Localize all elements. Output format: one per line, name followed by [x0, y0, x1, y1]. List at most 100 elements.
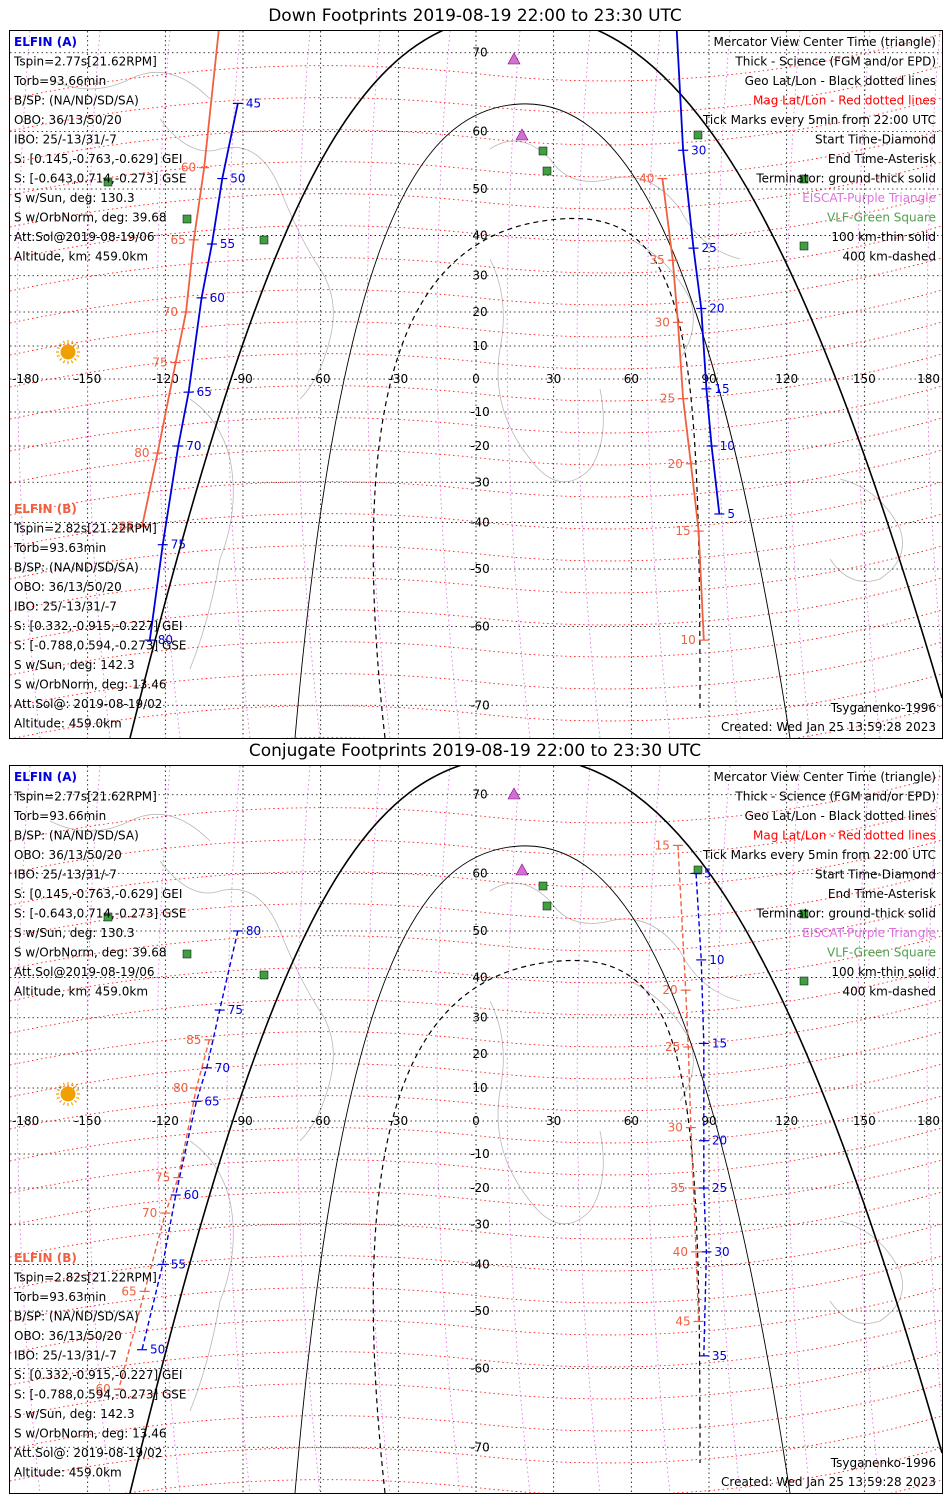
- elfin-a-param: S w/OrbNorm, deg: 39.68: [14, 946, 166, 960]
- mag-parallel: [10, 33, 942, 100]
- track-tick-label: 75: [152, 356, 167, 370]
- mag-parallel: [10, 321, 942, 388]
- y-tick-label: -30: [470, 475, 490, 489]
- elfin-a-param: S w/Sun, deg: 130.3: [14, 926, 135, 940]
- x-tick-label: 30: [546, 372, 561, 386]
- down-footprints-map: -180 -150 -120 -90 -60 -30 0 30 60 90 120 150 180-70…: [10, 31, 942, 738]
- mag-parallel: [10, 999, 942, 1066]
- sun-ray: [73, 1085, 77, 1089]
- x-tick-label: -90: [233, 1114, 253, 1128]
- x-tick-label: -150: [74, 1114, 101, 1128]
- track-line: [148, 103, 239, 641]
- sun-ray: [62, 1102, 66, 1106]
- mag-parallel: [10, 871, 942, 938]
- track-tick-label: 65: [171, 233, 186, 247]
- mag-parallel: [12, 673, 942, 738]
- mag-meridian: [716, 766, 741, 1493]
- conjugate-footprints-panel: -180 -150 -120 -90 -60 -30 0 30 60 90 120 150 180 -70…: [9, 765, 943, 1494]
- elfin-a-param: Tspin=2.77s[21.62RPM]: [13, 790, 157, 804]
- sun-disc: [60, 1086, 76, 1102]
- legend-entry: End Time-Asterisk: [828, 152, 936, 166]
- eiscat-triangle: [515, 128, 529, 141]
- mag-meridian: [506, 766, 531, 1493]
- conjugate-footprints-map: -180 -150 -120 -90 -60 -30 0 30 60 90 120 150 180 -70…: [10, 766, 942, 1493]
- elfin-b-param: B/SP: (NA/ND/SD/SA): [14, 1310, 139, 1324]
- terminator-100km: [294, 103, 791, 738]
- vlf-square: [693, 130, 703, 140]
- track-tick-label: 75: [155, 1171, 170, 1185]
- x-tick-label: 0: [472, 372, 480, 386]
- mag-parallel: [10, 449, 942, 516]
- vlf-square: [799, 241, 809, 251]
- elfin-a-param: OBO: 36/13/50/20: [14, 113, 122, 127]
- track-tick-label: 10: [681, 633, 696, 647]
- created-label: Created: Wed Jan 25 13:59:28 2023: [721, 720, 936, 734]
- track-tick-label: 70: [163, 305, 178, 319]
- elfin-b-track: 85 80 75 70 65 60 15 20 25 30 35 40 45: [95, 838, 704, 1396]
- legend-entry: Tick Marks every 5min from 22:00 UTC: [702, 113, 936, 127]
- legend-entry: Start Time-Diamond: [815, 868, 936, 882]
- y-tick-label: -10: [470, 405, 490, 419]
- sun-ray: [70, 1102, 74, 1106]
- elfin-a-param: S w/Sun, deg: 130.3: [14, 191, 135, 205]
- x-tick-label: -120: [152, 372, 179, 386]
- x-tick-label: -120: [152, 1114, 179, 1128]
- track-tick-label: 35: [649, 253, 664, 267]
- sun-ray: [59, 357, 63, 361]
- sun-ray: [70, 1082, 74, 1086]
- mag-parallel: [10, 641, 942, 708]
- mag-parallel: [10, 807, 942, 874]
- sun-ray: [73, 357, 77, 361]
- y-tick-label: 30: [472, 1011, 487, 1025]
- x-tick-label: -30: [389, 1114, 409, 1128]
- track-tick-label: 40: [639, 172, 654, 186]
- coastline-segment: [489, 140, 741, 260]
- elfin-a-param: S: [0.145,-0.763,-0.629] GEI: [14, 887, 182, 901]
- mag-parallel: [10, 935, 942, 1002]
- coastlines: [49, 72, 903, 670]
- elfin-a-param: Torb=93.66min: [13, 809, 106, 823]
- track-tick-label: 50: [150, 1343, 165, 1357]
- elfin-a-param: Tspin=2.77s[21.62RPM]: [13, 55, 157, 69]
- geo-grid: [10, 31, 942, 738]
- mag-parallel: [10, 225, 942, 292]
- model-label: Tsyganenko-1996: [830, 1456, 936, 1470]
- coastline-segment: [629, 980, 694, 1102]
- track-tick-label: 70: [215, 1061, 230, 1075]
- y-tick-label: 50: [472, 182, 487, 196]
- elfin-b-param: Altitude: 459.0km: [14, 1466, 122, 1480]
- track-tick-label: 10: [720, 439, 735, 453]
- y-tick-label: 60: [472, 124, 487, 138]
- track-tick-label: 15: [655, 838, 670, 852]
- mag-parallel: [10, 65, 942, 132]
- elfin-b-param: S: [0.332,-0.915,-0.227] GEI: [14, 1368, 182, 1382]
- vlf-square: [799, 909, 809, 919]
- y-tick-label: 70: [472, 46, 487, 60]
- mag-parallel: [10, 1383, 942, 1450]
- x-tick-label: 60: [624, 372, 639, 386]
- y-tick-label: -50: [470, 562, 490, 576]
- mag-parallel: [10, 1095, 942, 1162]
- sun-icon: [56, 340, 80, 364]
- panel-title-conjugate: Conjugate Footprints 2019-08-19 22:00 to…: [248, 741, 702, 761]
- vlf-square: [103, 912, 113, 922]
- y-tick-label: -40: [470, 1257, 490, 1271]
- mag-parallel: [10, 1159, 942, 1226]
- track-tick-label: 20: [709, 301, 724, 315]
- vlf-square: [542, 901, 552, 911]
- sun-ray: [76, 1096, 80, 1100]
- sun-ray: [70, 340, 74, 344]
- elfin-b-param: Torb=93.63min: [13, 1290, 106, 1304]
- elfin-a-param: B/SP: (NA/ND/SD/SA): [14, 829, 139, 843]
- elfin-a-param: S: [0.145,-0.763,-0.629] GEI: [14, 152, 182, 166]
- y-tick-label: 50: [472, 924, 487, 938]
- track-tick-label: 80: [158, 633, 173, 647]
- track-tick-label: 55: [171, 1257, 186, 1271]
- track-tick-label: 45: [246, 96, 261, 110]
- track-line: [118, 1039, 211, 1390]
- track-tick-label: 70: [186, 439, 201, 453]
- track-tick-label: 55: [220, 237, 235, 251]
- mag-meridian: [576, 31, 601, 738]
- vlf-square: [259, 970, 269, 980]
- track-tick-label: 75: [228, 1003, 243, 1017]
